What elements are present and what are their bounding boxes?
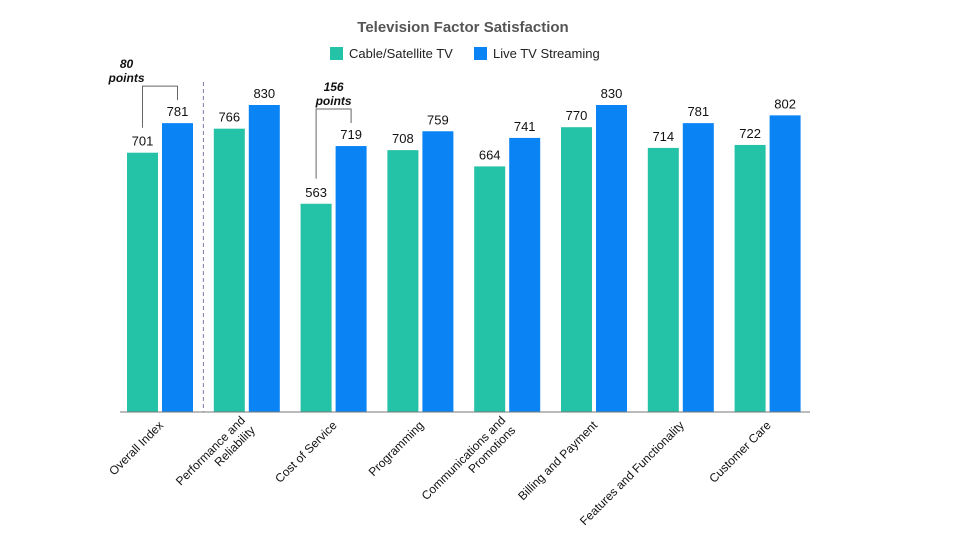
legend-label-cable: Cable/Satellite TV (349, 46, 453, 61)
value-label-cable-1: 766 (218, 110, 240, 125)
chart-title: Television Factor Satisfaction (357, 19, 568, 36)
value-label-cable-5: 770 (566, 108, 588, 123)
value-label-streaming-1: 830 (253, 86, 275, 101)
bar-streaming-6 (682, 123, 714, 413)
bar-streaming-3 (422, 131, 454, 412)
value-label-cable-3: 708 (392, 131, 414, 146)
value-label-streaming-3: 759 (427, 112, 449, 127)
bar-cable-6 (647, 147, 679, 413)
bar-cable-4 (474, 166, 506, 412)
value-label-cable-2: 563 (305, 185, 327, 200)
value-label-streaming-6: 781 (687, 104, 709, 119)
value-label-cable-0: 701 (132, 134, 154, 149)
value-label-streaming-5: 830 (601, 86, 623, 101)
bar-streaming-4 (509, 137, 541, 412)
bar-streaming-0 (162, 123, 193, 413)
plot-area: 701 766 563 708 664 770 714 722 781 830 719 759 741 8… (106, 57, 810, 528)
annotation-label-1: 156 points (315, 80, 352, 108)
bar-streaming-1 (248, 105, 280, 412)
value-label-streaming-2: 719 (340, 127, 362, 142)
value-label-streaming-0: 781 (167, 104, 189, 119)
bar-streaming-7 (769, 115, 801, 412)
bar-streaming-2 (335, 146, 367, 412)
legend-label-streaming: Live TV Streaming (493, 46, 600, 61)
category-label-0: Overall Index (106, 418, 166, 478)
category-label-1: Performance andReliability (173, 413, 258, 498)
bar-cable-5 (561, 127, 592, 412)
category-label-7: Customer Care (706, 418, 774, 486)
annotation-bracket-0 (142, 85, 178, 128)
legend-swatch-streaming (474, 47, 487, 60)
value-label-cable-6: 714 (652, 129, 674, 144)
legend: Cable/Satellite TV Live TV Streaming (330, 46, 600, 61)
bar-cable-0 (127, 152, 158, 412)
bar-cable-7 (734, 144, 766, 412)
category-label-2: Cost of Service (272, 418, 340, 486)
value-label-streaming-7: 802 (774, 96, 796, 111)
value-label-streaming-4: 741 (514, 119, 536, 134)
bar-cable-3 (387, 150, 419, 412)
value-label-cable-4: 664 (479, 147, 501, 162)
bar-streaming-5 (596, 105, 627, 412)
value-label-cable-7: 722 (739, 126, 761, 141)
category-label-3: Programming (366, 418, 427, 479)
bar-cable-2 (300, 203, 332, 412)
annotation-bracket-1 (315, 108, 352, 179)
category-label-5: Billing and Payment (515, 418, 600, 503)
legend-swatch-cable (330, 47, 343, 60)
bar-cable-1 (213, 128, 245, 412)
annotation-label-0: 80 points (108, 57, 145, 85)
category-label-4: Communications andPromotions (419, 413, 519, 513)
